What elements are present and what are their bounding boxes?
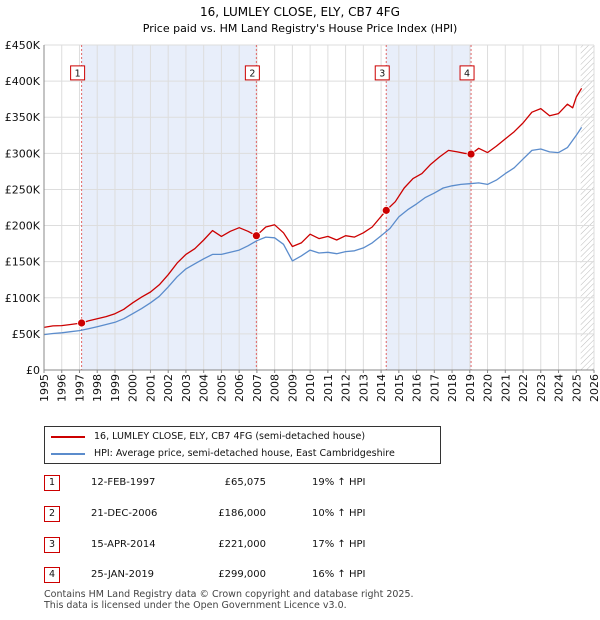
transaction-row-1: 1 12-FEB-1997 £65,075 19% ↑ HPI	[0, 474, 600, 492]
x-tick-label: 2004	[198, 374, 211, 402]
legend-swatch-hpi	[51, 452, 85, 455]
x-tick-label: 2025	[570, 374, 583, 402]
transaction-date: 15-APR-2014	[91, 539, 156, 550]
x-tick-label: 2009	[286, 374, 299, 402]
x-tick-label: 2017	[428, 374, 441, 402]
price-chart: 16, LUMLEY CLOSE, ELY, CB7 4FG Price pai…	[5, 5, 600, 402]
legend-swatch-property	[51, 435, 85, 438]
transaction-number: 3	[44, 537, 60, 553]
x-tick-label: 2020	[482, 374, 495, 402]
transaction-number: 4	[44, 567, 60, 583]
transaction-point	[381, 205, 391, 215]
shaded-period	[386, 45, 472, 370]
transaction-box-label: 4	[464, 68, 470, 79]
transaction-point	[77, 318, 87, 328]
y-tick-label: £300K	[5, 147, 41, 160]
x-tick-label: 2013	[357, 374, 370, 402]
x-tick-label: 2011	[322, 374, 335, 402]
y-tick-label: £100K	[5, 292, 41, 305]
transaction-row-3: 3 15-APR-2014 £221,000 17% ↑ HPI	[0, 536, 600, 554]
y-tick-label: £350K	[5, 111, 41, 124]
x-tick-label: 1996	[56, 374, 69, 402]
chart-subtitle: Price paid vs. HM Land Registry's House …	[143, 22, 458, 35]
transaction-hpi-change: 16% ↑ HPI	[312, 569, 366, 580]
x-tick-label: 2016	[411, 374, 424, 402]
y-tick-label: £50K	[12, 328, 41, 341]
transaction-price: £299,000	[218, 569, 266, 580]
transaction-date: 25-JAN-2019	[91, 569, 155, 580]
y-tick-label: £0	[26, 364, 40, 377]
transaction-number: 1	[44, 475, 60, 491]
transaction-box	[70, 65, 86, 81]
x-tick-label: 1997	[73, 374, 86, 402]
transaction-box-label: 2	[249, 68, 255, 79]
x-tick-label: 2023	[535, 374, 548, 402]
x-tick-label: 2015	[393, 374, 406, 402]
transaction-hpi-change: 17% ↑ HPI	[312, 539, 366, 550]
transaction-box-label: 3	[379, 68, 385, 79]
transaction-box-label: 1	[75, 68, 81, 79]
transaction-box	[374, 65, 390, 81]
legend-label-property: 16, LUMLEY CLOSE, ELY, CB7 4FG (semi-det…	[94, 431, 366, 442]
legend: 16, LUMLEY CLOSE, ELY, CB7 4FG (semi-det…	[44, 426, 441, 464]
x-tick-label: 2022	[517, 374, 530, 402]
transaction-box	[459, 65, 475, 81]
x-tick-label: 2026	[588, 374, 600, 402]
legend-item-hpi: HPI: Average price, semi-detached house,…	[51, 446, 395, 462]
legend-label-hpi: HPI: Average price, semi-detached house,…	[94, 448, 395, 459]
transaction-hpi-change: 10% ↑ HPI	[312, 508, 366, 519]
transaction-row-4: 4 25-JAN-2019 £299,000 16% ↑ HPI	[0, 566, 600, 584]
footer-line-2: This data is licensed under the Open Gov…	[44, 600, 347, 611]
x-tick-label: 1999	[109, 374, 122, 402]
x-tick-label: 2008	[269, 374, 282, 402]
x-tick-label: 2018	[446, 374, 459, 402]
transaction-point	[251, 231, 261, 241]
transaction-price: £186,000	[218, 508, 266, 519]
y-tick-label: £250K	[5, 183, 41, 196]
x-tick-label: 2024	[553, 374, 566, 402]
x-tick-label: 2000	[127, 374, 140, 402]
y-tick-label: £150K	[5, 256, 41, 269]
x-tick-label: 2014	[375, 374, 388, 402]
x-tick-label: 2006	[233, 374, 246, 402]
transaction-number: 2	[44, 506, 60, 522]
transaction-price: £221,000	[218, 539, 266, 550]
x-tick-label: 2019	[464, 374, 477, 402]
y-tick-label: £200K	[5, 220, 41, 233]
y-tick-label: £450K	[5, 39, 41, 52]
x-tick-label: 1998	[91, 374, 104, 402]
x-tick-label: 2005	[215, 374, 228, 402]
x-tick-label: 2012	[340, 374, 353, 402]
shaded-period	[81, 45, 257, 370]
footer-line-1: Contains HM Land Registry data © Crown c…	[44, 589, 414, 600]
chart-title: 16, LUMLEY CLOSE, ELY, CB7 4FG	[200, 5, 400, 19]
transaction-hpi-change: 19% ↑ HPI	[312, 477, 366, 488]
forecast-hatch	[580, 45, 594, 370]
y-tick-label: £400K	[5, 75, 41, 88]
transaction-point	[466, 149, 476, 159]
transaction-row-2: 2 21-DEC-2006 £186,000 10% ↑ HPI	[0, 505, 600, 523]
x-tick-label: 2007	[251, 374, 264, 402]
transaction-date: 12-FEB-1997	[91, 477, 156, 488]
series-line-hpi	[43, 126, 583, 336]
transaction-price: £65,075	[224, 477, 266, 488]
transaction-box	[244, 65, 260, 81]
footer-notice: Contains HM Land Registry data © Crown c…	[44, 589, 414, 611]
x-tick-label: 2003	[180, 374, 193, 402]
x-tick-label: 2001	[144, 374, 157, 402]
x-tick-label: 2002	[162, 374, 175, 402]
x-tick-label: 1995	[38, 374, 51, 402]
x-tick-label: 2021	[499, 374, 512, 402]
series-line-property	[43, 87, 583, 329]
legend-item-property: 16, LUMLEY CLOSE, ELY, CB7 4FG (semi-det…	[51, 429, 365, 445]
transaction-date: 21-DEC-2006	[91, 508, 158, 519]
x-tick-label: 2010	[304, 374, 317, 402]
